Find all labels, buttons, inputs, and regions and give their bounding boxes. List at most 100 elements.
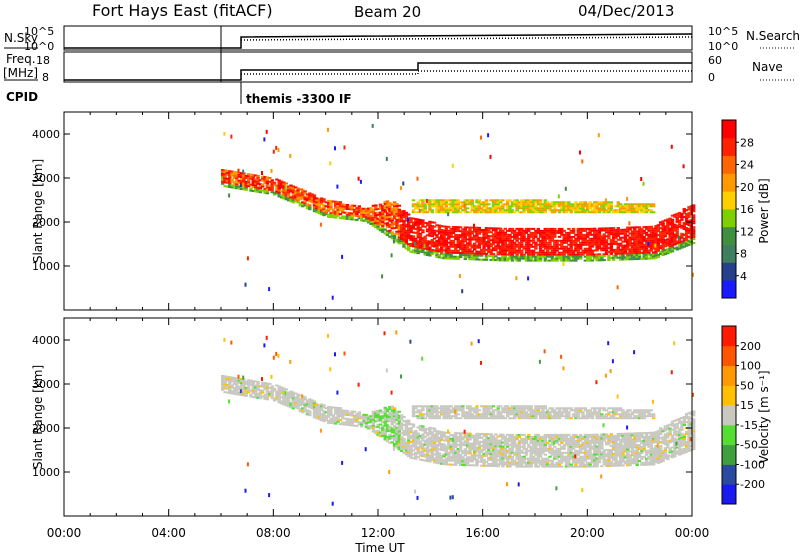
power-echo-cell bbox=[510, 227, 515, 230]
velocity-echo-cell bbox=[506, 465, 510, 468]
power-echo-cell bbox=[649, 241, 653, 244]
velocity-echo-cell bbox=[397, 446, 401, 449]
velocity-echo-cell bbox=[378, 411, 383, 414]
velocity-echo-cell bbox=[432, 461, 437, 464]
power-echo-cell bbox=[595, 239, 599, 242]
velocity-echo-cell bbox=[432, 429, 437, 432]
power-echo-cell bbox=[484, 245, 489, 247]
power-echo-cell bbox=[456, 211, 460, 214]
power-echo-cell bbox=[461, 201, 465, 204]
power-echo-cell bbox=[531, 259, 536, 262]
power-scatter-cell bbox=[579, 150, 581, 155]
power-echo-cell bbox=[506, 233, 510, 236]
power-echo-cell bbox=[456, 251, 460, 254]
power-echo-cell bbox=[595, 243, 599, 246]
power-echo-cell bbox=[581, 249, 585, 252]
power-echo-cell bbox=[454, 199, 458, 202]
velocity-echo-cell bbox=[312, 400, 317, 403]
velocity-echo-cell bbox=[362, 415, 366, 418]
power-echo-cell bbox=[327, 201, 331, 204]
power-scatter-cell bbox=[246, 256, 249, 261]
power-echo-cell bbox=[367, 215, 371, 218]
power-echo-cell bbox=[421, 247, 425, 250]
velocity-scatter-cell bbox=[409, 339, 412, 344]
power-echo-cell bbox=[442, 201, 446, 204]
velocity-echo-cell bbox=[235, 387, 239, 390]
power-echo-cell bbox=[637, 246, 642, 248]
power-echo-cell bbox=[480, 236, 484, 239]
velocity-echo-cell bbox=[291, 393, 295, 396]
velocity-echo-cell bbox=[484, 451, 489, 453]
velocity-echo-cell bbox=[359, 425, 364, 428]
power-echo-cell bbox=[687, 239, 691, 242]
power-echo-cell bbox=[635, 244, 639, 247]
power-echo-cell bbox=[640, 242, 644, 244]
power-echo-cell bbox=[435, 203, 439, 206]
velocity-echo-cell bbox=[517, 441, 522, 444]
velocity-echo-cell bbox=[223, 375, 227, 378]
power-echo-cell bbox=[600, 237, 604, 240]
power-echo-cell bbox=[567, 259, 571, 262]
power-echo-cell bbox=[508, 235, 512, 238]
power-echo-cell bbox=[506, 205, 510, 208]
velocity-echo-cell bbox=[392, 421, 397, 424]
velocity-echo-cell bbox=[468, 446, 472, 449]
power-scatter-cell bbox=[628, 221, 631, 226]
velocity-echo-cell bbox=[371, 418, 376, 421]
power-echo-cell bbox=[301, 193, 305, 196]
power-echo-cell bbox=[583, 241, 588, 244]
power-echo-cell bbox=[400, 216, 404, 219]
power-echo-cell bbox=[268, 184, 272, 187]
velocity-echo-cell bbox=[435, 415, 439, 418]
power-echo-cell bbox=[418, 203, 423, 206]
power-scatter-cell bbox=[359, 179, 362, 184]
velocity-echo-cell bbox=[407, 451, 411, 454]
power-echo-cell bbox=[383, 200, 387, 203]
power-echo-cell bbox=[602, 259, 606, 262]
power-echo-cell bbox=[635, 248, 639, 251]
power-echo-cell bbox=[595, 233, 599, 236]
velocity-echo-cell bbox=[256, 382, 260, 385]
power-echo-cell bbox=[444, 211, 449, 214]
power-echo-cell bbox=[673, 213, 677, 216]
velocity-echo-cell bbox=[407, 433, 411, 436]
velocity-echo-cell bbox=[228, 390, 232, 392]
velocity-echo-cell bbox=[456, 407, 460, 410]
velocity-echo-cell bbox=[425, 407, 430, 410]
power-echo-cell bbox=[659, 221, 663, 224]
power-echo-cell bbox=[527, 249, 531, 252]
velocity-echo-cell bbox=[223, 387, 227, 390]
power-echo-cell bbox=[498, 247, 503, 250]
power-echo-cell bbox=[557, 257, 562, 260]
power-echo-cell bbox=[529, 227, 533, 230]
power-echo-cell bbox=[677, 225, 682, 228]
velocity-echo-cell bbox=[428, 430, 432, 433]
velocity-echo-cell bbox=[409, 429, 413, 432]
power-echo-cell bbox=[607, 205, 611, 208]
power-echo-cell bbox=[440, 240, 444, 243]
velocity-echo-cell bbox=[359, 417, 364, 420]
power-echo-cell bbox=[414, 245, 418, 248]
power-echo-cell bbox=[644, 255, 649, 258]
power-echo-cell bbox=[451, 232, 456, 234]
velocity-echo-cell bbox=[322, 412, 326, 415]
power-echo-cell bbox=[437, 238, 442, 241]
velocity-echo-cell bbox=[336, 412, 340, 415]
velocity-echo-cell bbox=[440, 431, 444, 434]
power-echo-cell bbox=[491, 255, 496, 258]
power-echo-cell bbox=[449, 231, 453, 234]
velocity-scatter-cell bbox=[357, 382, 360, 387]
velocity-echo-cell bbox=[303, 398, 307, 401]
velocity-echo-cell bbox=[501, 447, 505, 450]
power-echo-cell bbox=[409, 217, 413, 220]
velocity-echo-cell bbox=[395, 411, 399, 413]
velocity-echo-cell bbox=[477, 434, 482, 437]
power-echo-cell bbox=[404, 243, 409, 246]
power-echo-cell bbox=[317, 200, 321, 203]
power-echo-cell bbox=[449, 243, 453, 246]
power-echo-cell bbox=[254, 184, 258, 187]
velocity-echo-cell bbox=[496, 407, 500, 410]
power-echo-cell bbox=[244, 174, 248, 177]
colorbar-tick-label: 28 bbox=[740, 136, 754, 149]
power-echo-cell bbox=[503, 231, 507, 234]
